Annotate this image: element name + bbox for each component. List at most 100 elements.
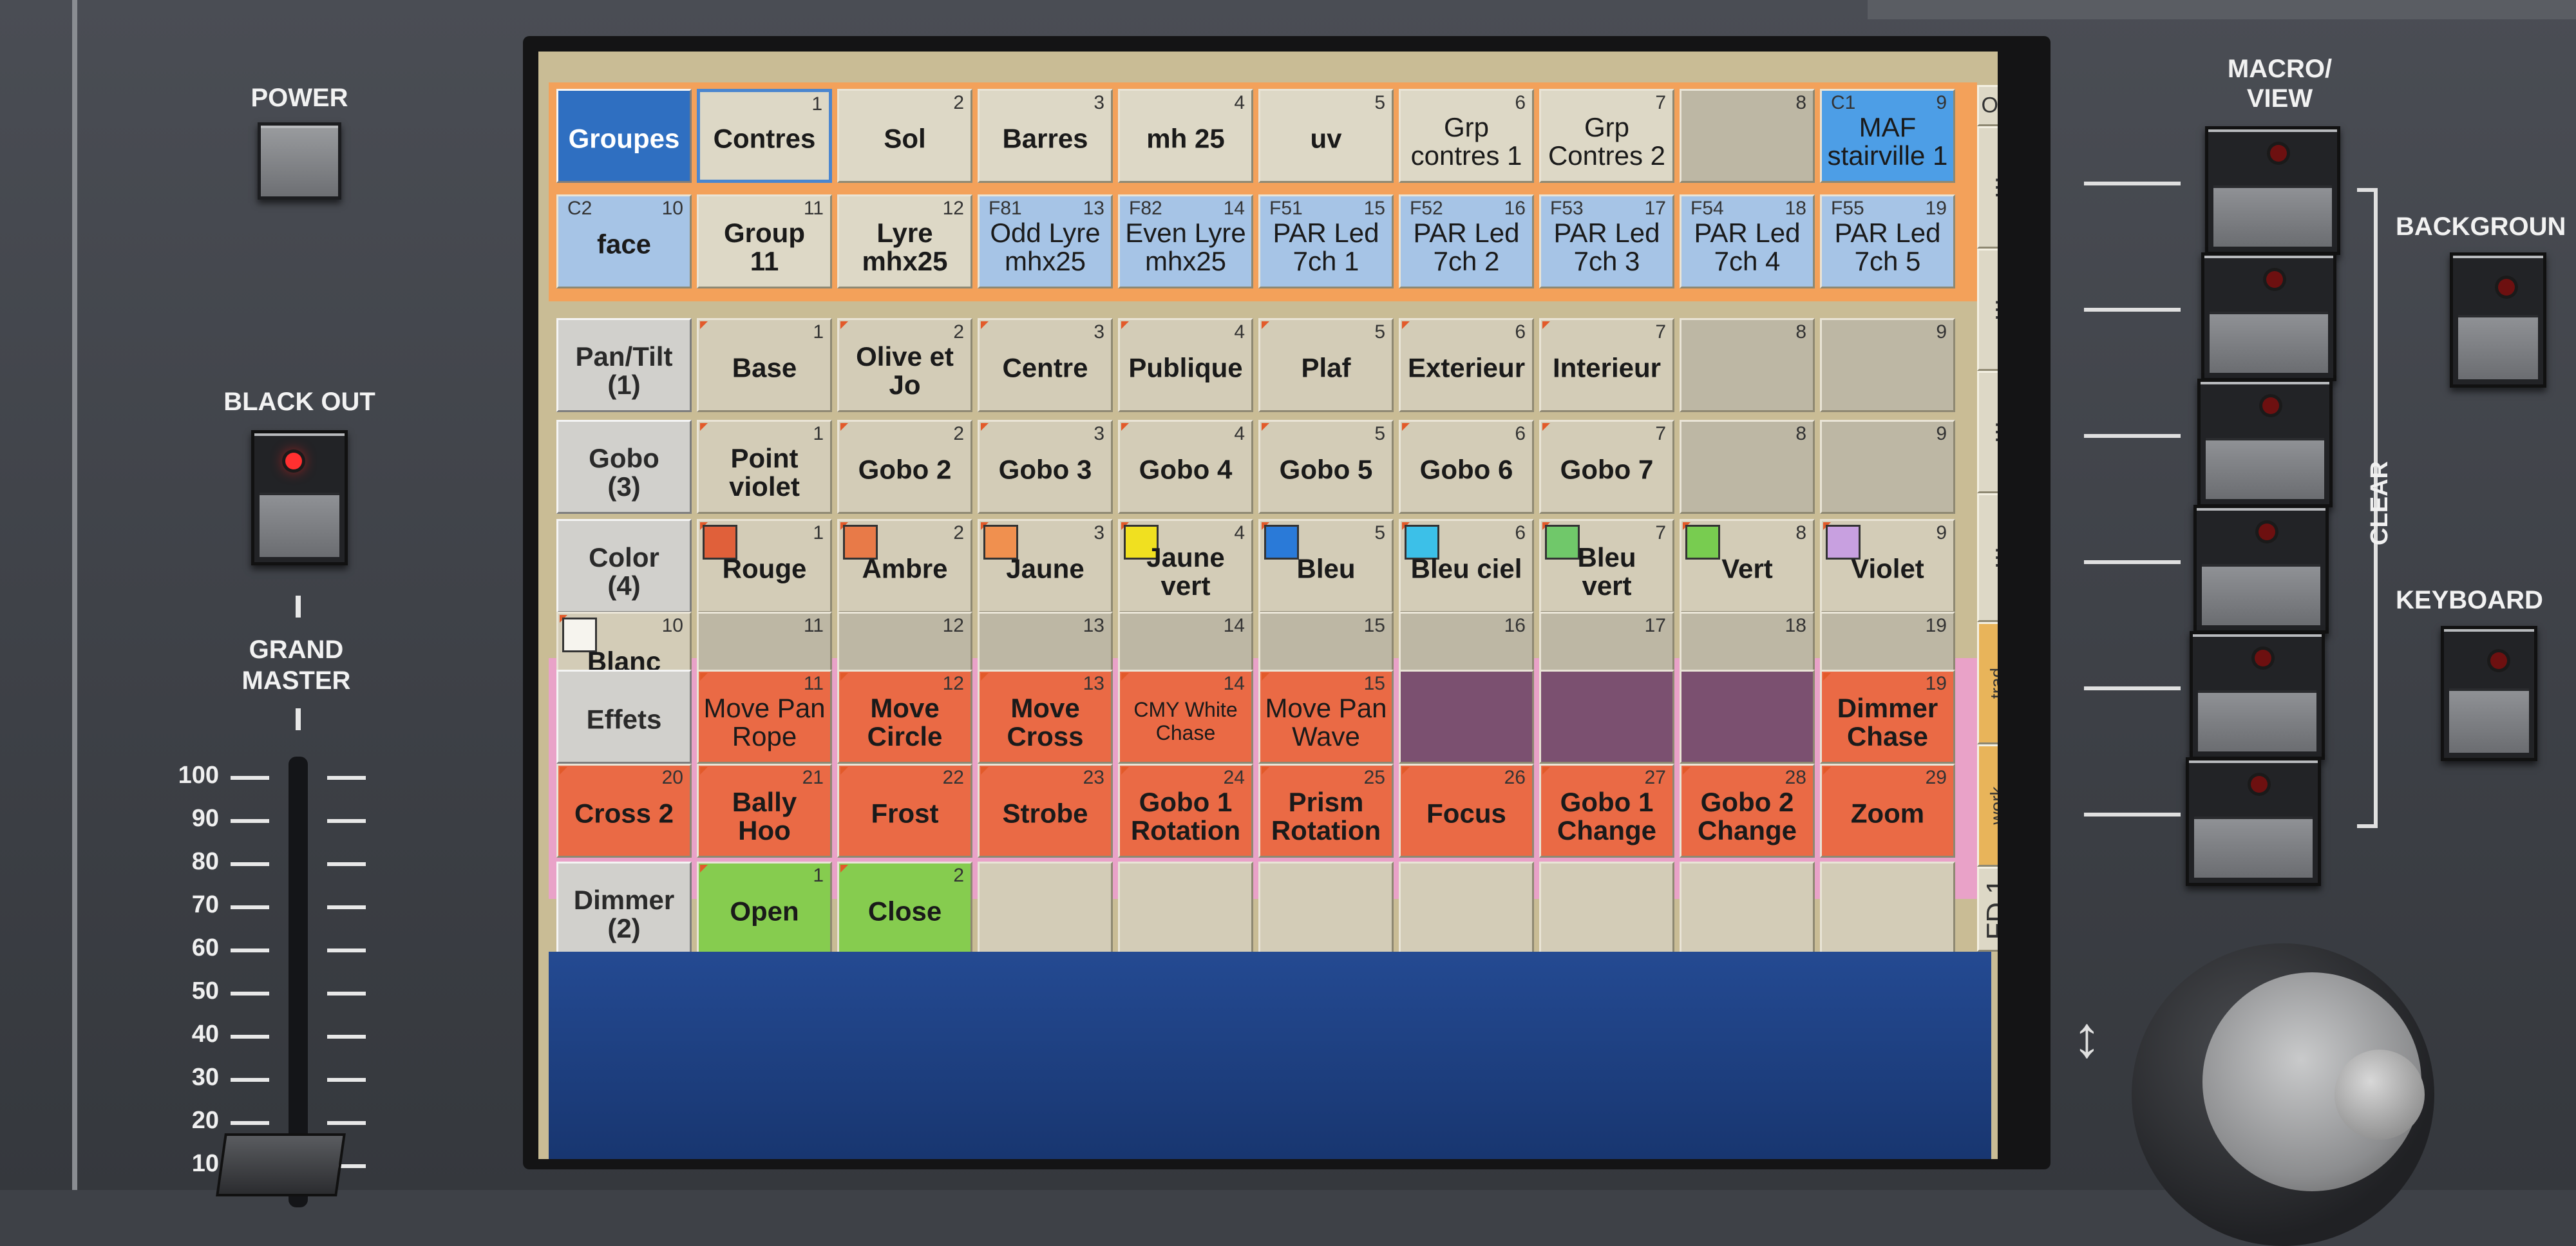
macro-button-1[interactable]: [2205, 126, 2340, 255]
background-button[interactable]: [2450, 252, 2546, 388]
color-preset-cell[interactable]: 9 Violet: [1820, 519, 1955, 613]
effect-cell[interactable]: [1399, 670, 1534, 764]
group-cell[interactable]: 5 uv: [1258, 89, 1394, 183]
dimmer-empty-cell[interactable]: [1258, 862, 1394, 956]
macro-button-2[interactable]: [2201, 252, 2336, 381]
effect-cell[interactable]: [1680, 670, 1815, 764]
color-preset-cell[interactable]: 2 Ambre: [837, 519, 972, 613]
effect-cell[interactable]: 11 Move Pan Rope: [697, 670, 832, 764]
group-cell[interactable]: 9 C1 MAF stairville 1: [1820, 89, 1955, 183]
group-cell[interactable]: 6 Grp contres 1: [1399, 89, 1534, 183]
effect-cell[interactable]: 28 Gobo 2 Change: [1680, 764, 1815, 858]
dimmer-cell[interactable]: 1 Open: [697, 862, 832, 956]
gobo-preset-cell[interactable]: 2 Gobo 2: [837, 420, 972, 514]
dimmer-empty-cell[interactable]: [978, 862, 1113, 956]
side-tab-more[interactable]: ⋮: [1977, 493, 1998, 622]
macro-button-5[interactable]: [2190, 631, 2325, 760]
group-cell[interactable]: 8: [1680, 89, 1815, 183]
side-tab-more[interactable]: ⋮: [1977, 126, 1998, 249]
pantilt-preset-cell[interactable]: 5 Plaf: [1258, 318, 1394, 412]
pantilt-preset-cell[interactable]: 7 Interieur: [1539, 318, 1674, 412]
color-preset-cell[interactable]: 5 Bleu: [1258, 519, 1394, 613]
effect-cell[interactable]: 23 Strobe: [978, 764, 1113, 858]
dimmer-cell[interactable]: 2 Close: [837, 862, 972, 956]
macro-button-4[interactable]: [2193, 505, 2329, 634]
gobo-preset-cell[interactable]: 1 Point violet: [697, 420, 832, 514]
group-cell[interactable]: 16 F52 PAR Led 7ch 2: [1399, 194, 1534, 288]
gobo-preset-cell[interactable]: 8: [1680, 420, 1815, 514]
group-cell[interactable]: 11 Group 11: [697, 194, 832, 288]
group-cell[interactable]: 15 F51 PAR Led 7ch 1: [1258, 194, 1394, 288]
pantilt-preset-cell[interactable]: 2 Olive et Jo: [837, 318, 972, 412]
effect-cell[interactable]: 26 Focus: [1399, 764, 1534, 858]
dimmer-empty-cell[interactable]: [1539, 862, 1674, 956]
effect-cell[interactable]: 21 Bally Hoo: [697, 764, 832, 858]
effect-cell[interactable]: 12 Move Circle: [837, 670, 972, 764]
effect-cell[interactable]: 22 Frost: [837, 764, 972, 858]
gobo-preset-cell[interactable]: 5 Gobo 5: [1258, 420, 1394, 514]
gobo-preset-cell[interactable]: 6 Gobo 6: [1399, 420, 1534, 514]
dimmer-header[interactable]: Dimmer (2): [556, 862, 692, 956]
command-area[interactable]: [549, 952, 1991, 1159]
side-tab-work[interactable]: work: [1977, 744, 1998, 867]
side-tab-more[interactable]: ⋮: [1977, 371, 1998, 493]
gobo-preset-cell[interactable]: 9: [1820, 420, 1955, 514]
color-preset-cell[interactable]: 8 Vert: [1680, 519, 1815, 613]
color-preset-cell[interactable]: 6 Bleu ciel: [1399, 519, 1534, 613]
group-cell[interactable]: 1 Contres: [697, 89, 832, 183]
effect-cell[interactable]: 19 Dimmer Chase: [1820, 670, 1955, 764]
color-preset-cell[interactable]: 1 Rouge: [697, 519, 832, 613]
pantilt-header[interactable]: Pan/Tilt (1): [556, 318, 692, 412]
gobo-preset-cell[interactable]: 4 Gobo 4: [1118, 420, 1253, 514]
side-tab-trad[interactable]: trad: [1977, 622, 1998, 744]
group-cell[interactable]: 2 Sol: [837, 89, 972, 183]
dimmer-empty-cell[interactable]: [1399, 862, 1534, 956]
pantilt-preset-cell[interactable]: 9: [1820, 318, 1955, 412]
color-preset-cell[interactable]: 3 Jaune: [978, 519, 1113, 613]
group-cell[interactable]: 10 C2 face: [556, 194, 692, 288]
effets-header[interactable]: Effets: [556, 670, 692, 764]
blackout-button[interactable]: [251, 430, 348, 565]
effect-cell[interactable]: 27 Gobo 1 Change: [1539, 764, 1674, 858]
effect-cell[interactable]: 24 Gobo 1 Rotation: [1118, 764, 1253, 858]
group-cell[interactable]: 4 mh 25: [1118, 89, 1253, 183]
group-cell[interactable]: 3 Barres: [978, 89, 1113, 183]
effect-cell[interactable]: 25 Prism Rotation: [1258, 764, 1394, 858]
macro-button-6[interactable]: [2186, 757, 2321, 886]
effect-cell[interactable]: 15 Move Pan Wave: [1258, 670, 1394, 764]
pantilt-preset-cell[interactable]: 1 Base: [697, 318, 832, 412]
macro-button-3[interactable]: [2197, 379, 2333, 507]
effect-cell[interactable]: 13 Move Cross: [978, 670, 1113, 764]
dimmer-empty-cell[interactable]: [1118, 862, 1253, 956]
gobo-preset-cell[interactable]: 3 Gobo 3: [978, 420, 1113, 514]
group-cell[interactable]: 17 F53 PAR Led 7ch 3: [1539, 194, 1674, 288]
pantilt-preset-cell[interactable]: 8: [1680, 318, 1815, 412]
group-cell[interactable]: 14 F82 Even Lyre mhx25: [1118, 194, 1253, 288]
effect-cell[interactable]: 14 CMY White Chase: [1118, 670, 1253, 764]
group-cell[interactable]: 19 F55 PAR Led 7ch 5: [1820, 194, 1955, 288]
color-preset-cell[interactable]: 4 Jaune vert: [1118, 519, 1253, 613]
grand-master-fader-track[interactable]: [289, 757, 308, 1207]
dimmer-empty-cell[interactable]: [1820, 862, 1955, 956]
color-header[interactable]: Color (4): [556, 519, 692, 613]
color-preset-cell[interactable]: 7 Bleu vert: [1539, 519, 1674, 613]
group-cell[interactable]: 7 Grp Contres 2: [1539, 89, 1674, 183]
groupes-header[interactable]: Groupes: [556, 89, 692, 183]
effect-cell[interactable]: 20 Cross 2: [556, 764, 692, 858]
gobo-header[interactable]: Gobo (3): [556, 420, 692, 514]
effect-cell[interactable]: 29 Zoom: [1820, 764, 1955, 858]
pantilt-preset-cell[interactable]: 4 Publique: [1118, 318, 1253, 412]
touch-screen[interactable]: Groupes 1 Contres 2 Sol 3 Barres 4 mh 25 5 uv 6 Grp …: [538, 52, 1998, 1159]
pantilt-preset-cell[interactable]: 3 Centre: [978, 318, 1113, 412]
side-tab-more[interactable]: ⋮: [1977, 249, 1998, 371]
pantilt-preset-cell[interactable]: 6 Exterieur: [1399, 318, 1534, 412]
dimmer-empty-cell[interactable]: [1680, 862, 1815, 956]
effect-cell[interactable]: [1539, 670, 1674, 764]
group-cell[interactable]: 18 F54 PAR Led 7ch 4: [1680, 194, 1815, 288]
side-tab-fd[interactable]: FD 1: [1977, 867, 1998, 952]
power-button[interactable]: [258, 122, 341, 200]
keyboard-button[interactable]: [2441, 626, 2537, 761]
side-tab-ok[interactable]: OK: [1977, 85, 1998, 126]
grand-master-fader-knob[interactable]: [216, 1133, 346, 1196]
group-cell[interactable]: 13 F81 Odd Lyre mhx25: [978, 194, 1113, 288]
